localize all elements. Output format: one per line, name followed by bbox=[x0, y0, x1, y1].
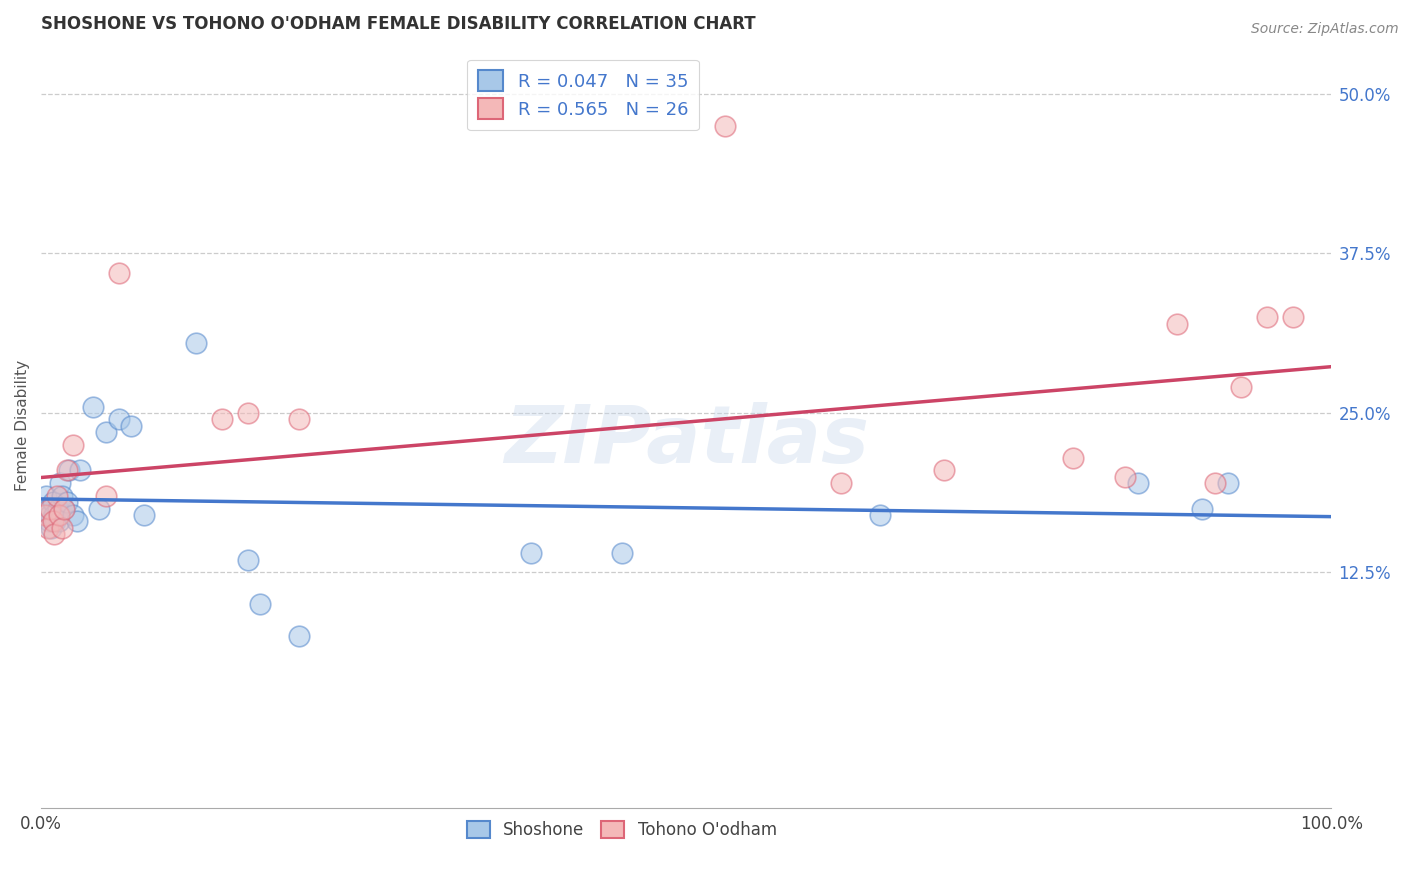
Point bbox=[869, 508, 891, 522]
Point bbox=[42, 527, 65, 541]
Point bbox=[38, 514, 60, 528]
Point bbox=[94, 425, 117, 439]
Point bbox=[46, 501, 69, 516]
Point bbox=[249, 597, 271, 611]
Point bbox=[1204, 476, 1226, 491]
Point bbox=[1230, 380, 1253, 394]
Y-axis label: Female Disability: Female Disability bbox=[15, 360, 30, 491]
Point bbox=[39, 508, 62, 522]
Point bbox=[37, 501, 59, 516]
Point bbox=[184, 335, 207, 350]
Point bbox=[1218, 476, 1240, 491]
Point bbox=[62, 438, 84, 452]
Point bbox=[58, 463, 80, 477]
Point bbox=[211, 412, 233, 426]
Point bbox=[56, 495, 79, 509]
Point bbox=[1281, 310, 1303, 325]
Point bbox=[82, 400, 104, 414]
Point bbox=[1062, 450, 1084, 465]
Point bbox=[37, 521, 59, 535]
Point bbox=[236, 406, 259, 420]
Point bbox=[236, 552, 259, 566]
Point bbox=[39, 501, 62, 516]
Point bbox=[48, 514, 70, 528]
Point bbox=[32, 501, 55, 516]
Point bbox=[69, 463, 91, 477]
Point bbox=[42, 508, 65, 522]
Point bbox=[56, 463, 79, 477]
Point bbox=[66, 514, 89, 528]
Point bbox=[41, 514, 63, 528]
Point bbox=[62, 508, 84, 522]
Point bbox=[44, 514, 66, 528]
Point bbox=[89, 501, 111, 516]
Legend: Shoshone, Tohono O'odham: Shoshone, Tohono O'odham bbox=[460, 814, 783, 846]
Text: Source: ZipAtlas.com: Source: ZipAtlas.com bbox=[1251, 22, 1399, 37]
Point bbox=[520, 546, 543, 560]
Point bbox=[107, 412, 129, 426]
Point bbox=[53, 501, 76, 516]
Point bbox=[34, 508, 56, 522]
Point bbox=[288, 412, 311, 426]
Point bbox=[1114, 469, 1136, 483]
Point bbox=[714, 119, 737, 133]
Point bbox=[49, 476, 72, 491]
Point bbox=[1166, 317, 1188, 331]
Point bbox=[1126, 476, 1149, 491]
Point bbox=[120, 418, 142, 433]
Point bbox=[53, 501, 76, 516]
Point bbox=[1256, 310, 1278, 325]
Point bbox=[45, 489, 67, 503]
Text: SHOSHONE VS TOHONO O'ODHAM FEMALE DISABILITY CORRELATION CHART: SHOSHONE VS TOHONO O'ODHAM FEMALE DISABI… bbox=[41, 15, 756, 33]
Point bbox=[134, 508, 156, 522]
Point bbox=[41, 521, 63, 535]
Text: ZIPatlas: ZIPatlas bbox=[503, 402, 869, 480]
Point bbox=[48, 508, 70, 522]
Point bbox=[107, 266, 129, 280]
Point bbox=[51, 521, 73, 535]
Point bbox=[94, 489, 117, 503]
Point bbox=[830, 476, 852, 491]
Point bbox=[934, 463, 956, 477]
Point bbox=[41, 495, 63, 509]
Point bbox=[288, 629, 311, 643]
Point bbox=[35, 489, 58, 503]
Point bbox=[610, 546, 633, 560]
Point bbox=[51, 489, 73, 503]
Point bbox=[1191, 501, 1213, 516]
